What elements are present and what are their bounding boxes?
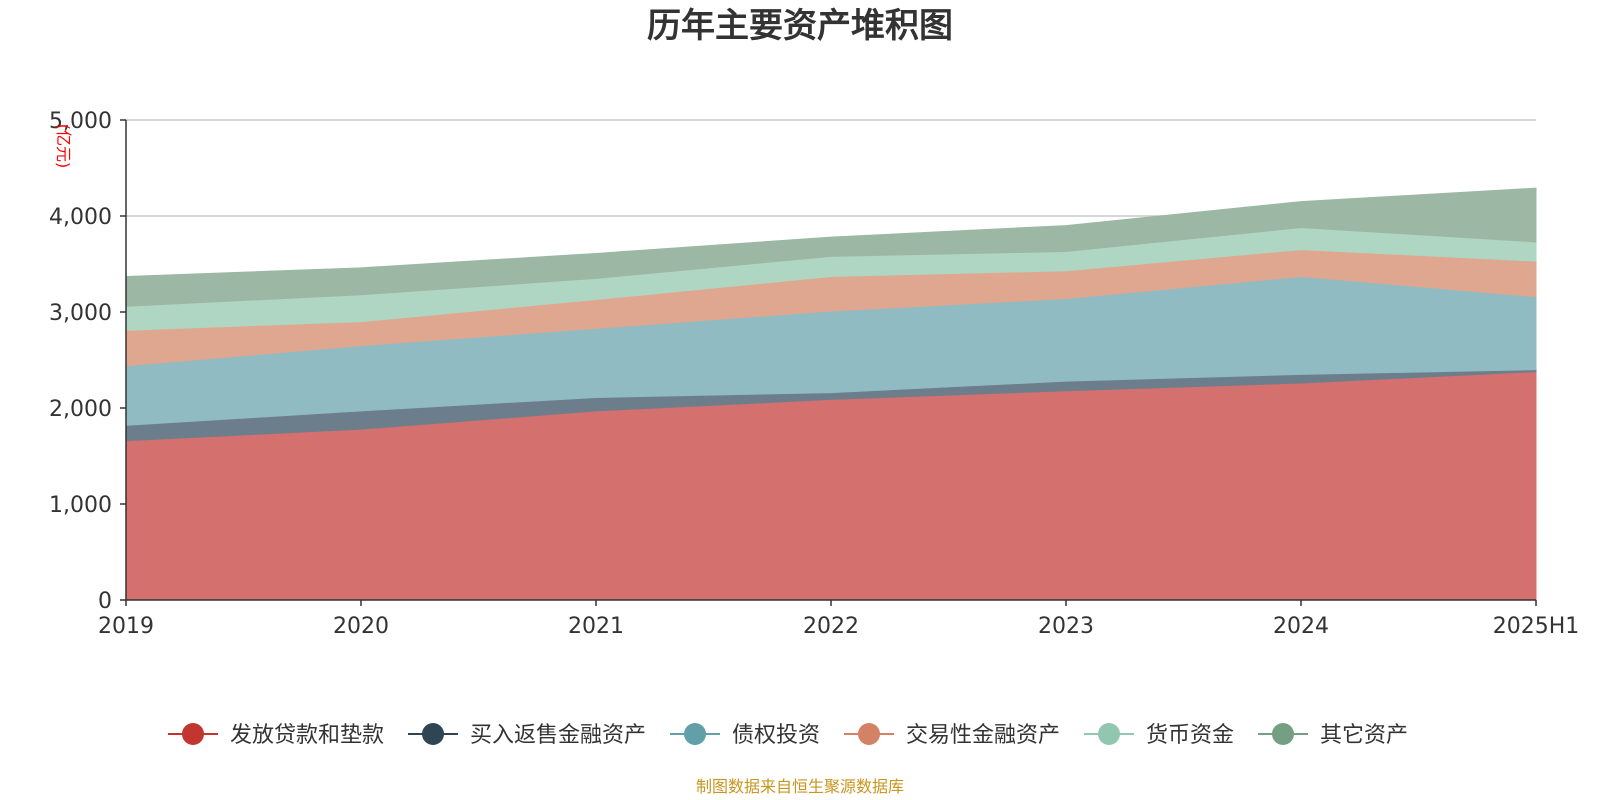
legend-label: 买入返售金融资产 (470, 723, 646, 748)
x-tick-label: 2023 (1038, 614, 1094, 639)
y-tick-label: 5,000 (49, 109, 112, 134)
legend-item-0: 发放贷款和垫款 (168, 723, 384, 748)
x-tick-label: 2020 (333, 614, 389, 639)
legend-marker (1272, 723, 1294, 745)
y-tick-label: 4,000 (49, 205, 112, 230)
y-tick-label: 1,000 (49, 493, 112, 518)
legend: 发放贷款和垫款 买入返售金融资产 债权投资 交易性金融资产 货币资金 其它资产 (168, 723, 1408, 748)
data-source-note: 制图数据来自恒生聚源数据库 (696, 777, 904, 796)
legend-item-1: 买入返售金融资产 (408, 723, 646, 748)
y-tick-label: 2,000 (49, 397, 112, 422)
legend-label: 债权投资 (732, 723, 820, 748)
legend-item-3: 交易性金融资产 (844, 723, 1060, 748)
y-tick-label: 3,000 (49, 301, 112, 326)
legend-marker (182, 723, 204, 745)
y-tick-label: 0 (98, 589, 112, 614)
legend-item-2: 债权投资 (670, 723, 820, 748)
area-series-5 (125, 187, 1537, 307)
x-tick-label: 2025H1 (1493, 614, 1580, 639)
x-tick-label: 2019 (98, 614, 154, 639)
legend-item-4: 货币资金 (1084, 723, 1234, 748)
legend-item-5: 其它资产 (1258, 723, 1408, 748)
area-series (125, 187, 1537, 601)
x-tick-label: 2021 (568, 614, 624, 639)
legend-label: 其它资产 (1320, 723, 1408, 748)
legend-marker (422, 723, 444, 745)
chart-title: 历年主要资产堆积图 (647, 6, 953, 46)
axes: 0 1,000 2,000 3,000 4,000 5,000 2019 2020 2021 20… (49, 109, 1579, 639)
x-tick-label: 2024 (1273, 614, 1329, 639)
legend-label: 货币资金 (1146, 723, 1234, 748)
legend-marker (684, 723, 706, 745)
legend-marker (858, 723, 880, 745)
y-axis-unit: (亿元) (54, 124, 73, 169)
legend-marker (1098, 723, 1120, 745)
x-tick-label: 2022 (803, 614, 859, 639)
legend-label: 交易性金融资产 (906, 723, 1060, 748)
legend-label: 发放贷款和垫款 (230, 723, 384, 748)
